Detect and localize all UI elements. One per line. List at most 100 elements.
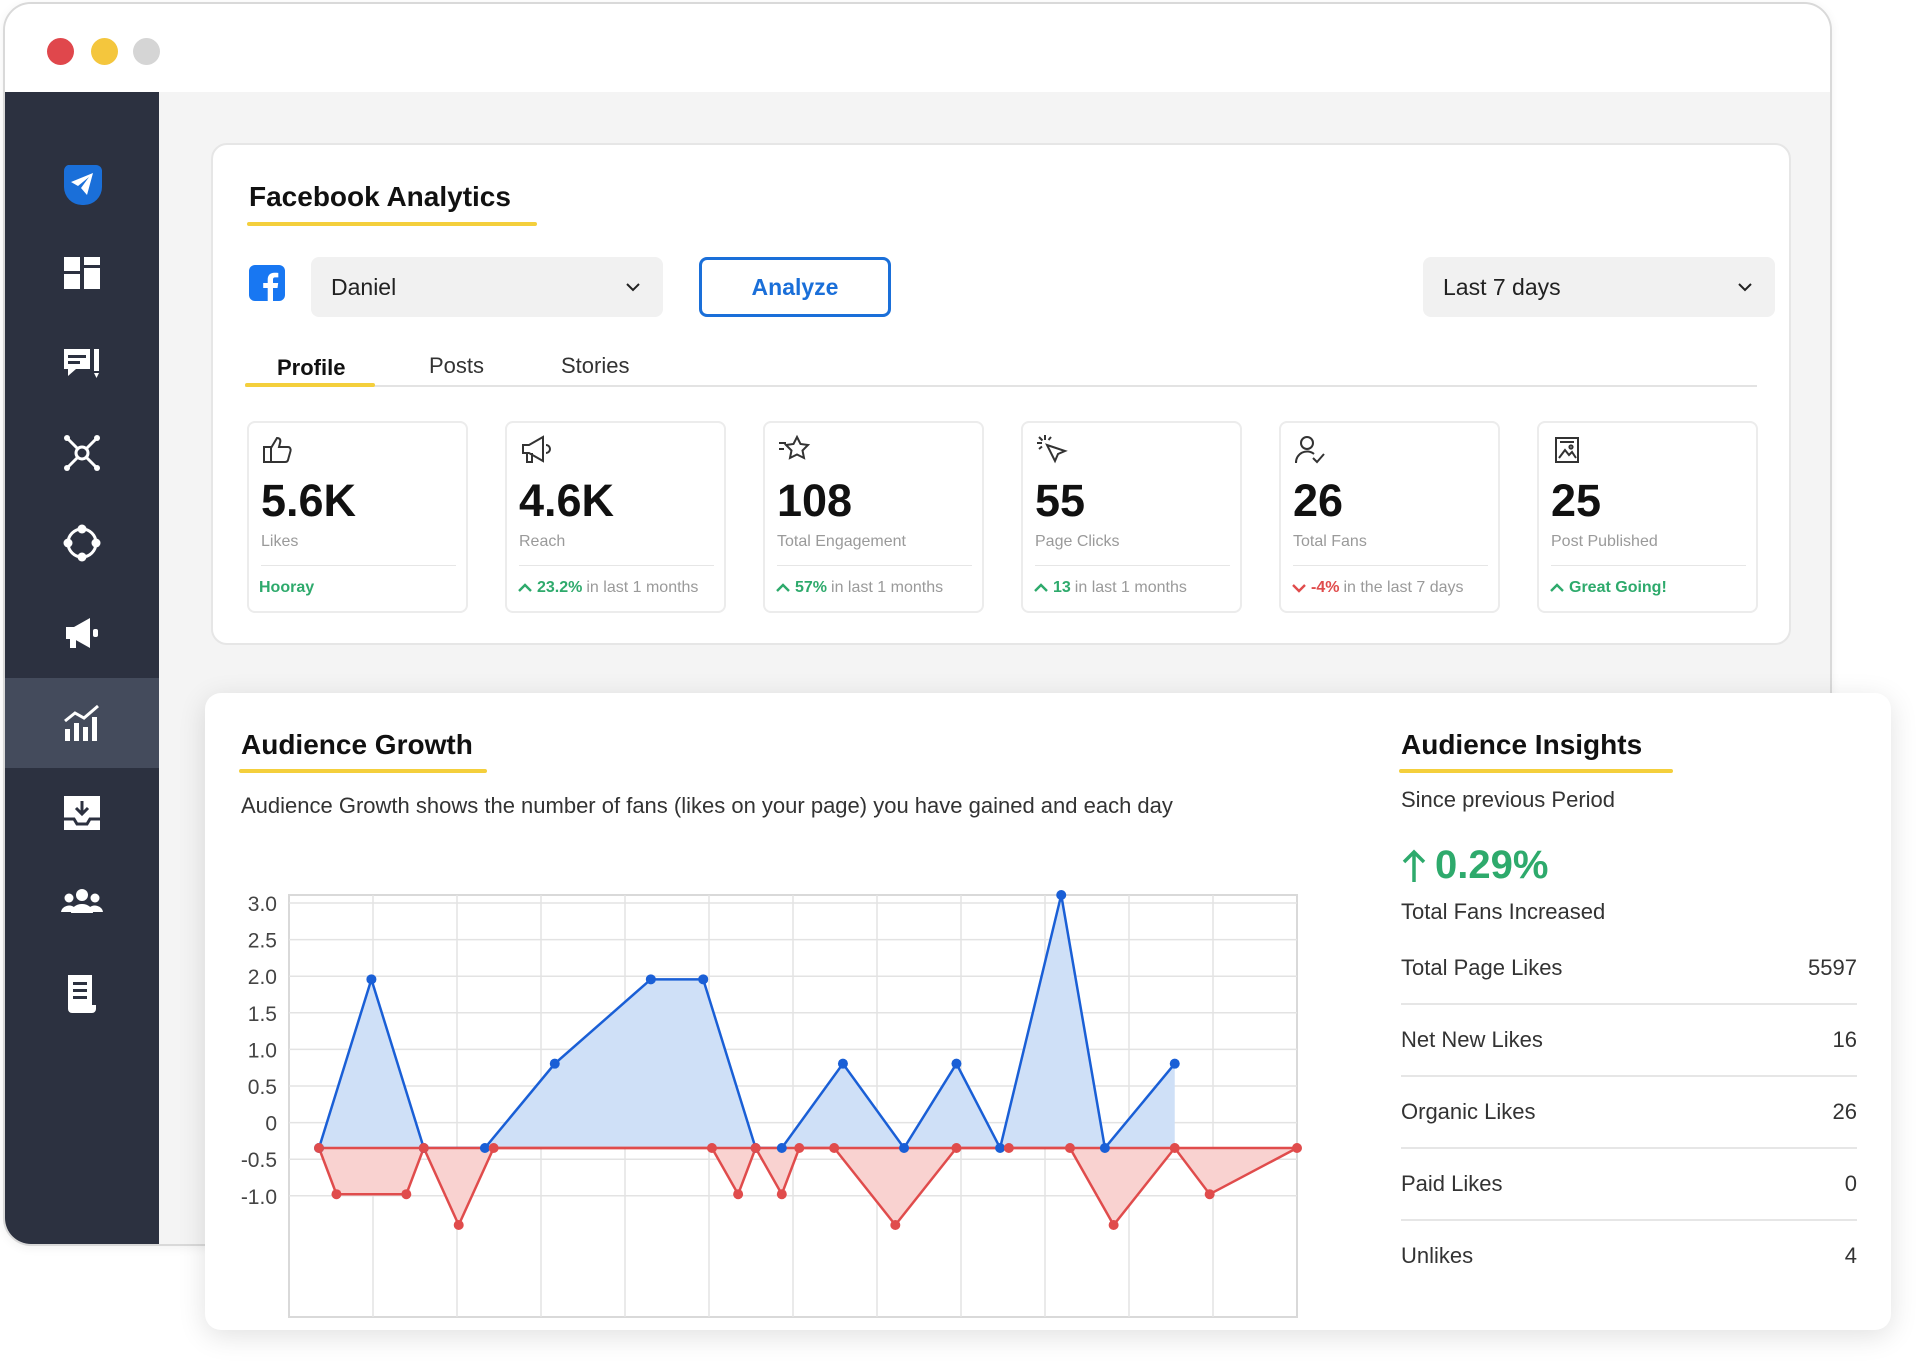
data-point-0 bbox=[549, 1058, 560, 1069]
insight-value: 0 bbox=[1844, 1171, 1857, 1196]
stat-trend-pct: -4% bbox=[1311, 579, 1340, 596]
data-point-1 bbox=[733, 1189, 744, 1200]
data-point-0 bbox=[479, 1143, 490, 1153]
star-icon bbox=[779, 434, 811, 460]
data-point-0 bbox=[366, 974, 377, 985]
audience-card: Audience Growth Audience Growth shows th… bbox=[205, 693, 1891, 1330]
megaphone-icon bbox=[522, 435, 551, 463]
arrow-up-icon bbox=[518, 583, 532, 592]
sidebar-item-reports[interactable] bbox=[5, 948, 159, 1038]
insight-value: 4 bbox=[1844, 1243, 1857, 1268]
data-point-1 bbox=[314, 1143, 324, 1153]
fans-change-value: 0.29% bbox=[1435, 843, 1549, 887]
stat-trend: -4% in the last 7 days bbox=[1291, 579, 1464, 597]
title-bar bbox=[5, 4, 1830, 92]
analyze-button[interactable]: Analyze bbox=[699, 257, 891, 317]
stat-card-page-clicks: 55 Page Clicks 13 in last 1 months bbox=[1021, 421, 1242, 613]
stat-label: Post Published bbox=[1551, 533, 1658, 550]
data-point-0 bbox=[698, 974, 709, 985]
y-tick-label: 3.0 bbox=[248, 893, 277, 916]
insight-value: 16 bbox=[1832, 1027, 1857, 1052]
data-point-1 bbox=[418, 1143, 429, 1153]
data-point-1 bbox=[776, 1189, 787, 1200]
insight-row: Net New Likes 16 bbox=[1401, 1005, 1857, 1077]
cursor-click-icon bbox=[1037, 435, 1068, 464]
sidebar-item-logo[interactable] bbox=[5, 138, 159, 228]
fans-change-label: Total Fans Increased bbox=[1401, 899, 1606, 924]
insight-row: Unlikes 4 bbox=[1401, 1221, 1857, 1293]
data-point-1 bbox=[1292, 1143, 1302, 1153]
arrow-up-icon bbox=[1402, 849, 1426, 882]
report-document-icon bbox=[68, 975, 96, 1013]
audience-insights-title: Audience Insights bbox=[1401, 729, 1643, 760]
stat-card-engagement: 108 Total Engagement 57% in last 1 month… bbox=[763, 421, 984, 613]
data-point-1 bbox=[750, 1143, 761, 1153]
thumbs-up-icon bbox=[263, 436, 292, 463]
audience-growth-title: Audience Growth bbox=[241, 729, 473, 760]
arrow-up-icon bbox=[776, 583, 790, 592]
row-divider bbox=[1401, 1147, 1857, 1149]
active-tab-underline bbox=[245, 383, 375, 387]
stat-trend-pct: 57% bbox=[795, 579, 828, 596]
chevron-down-icon bbox=[626, 283, 640, 292]
sidebar-item-connections[interactable] bbox=[5, 498, 159, 588]
tab-posts[interactable]: Posts bbox=[429, 353, 485, 378]
stat-card-likes: 5.6K Likes Hooray bbox=[247, 421, 468, 613]
paper-plane-logo-icon bbox=[63, 165, 102, 205]
data-point-0 bbox=[1169, 1058, 1180, 1069]
data-point-1 bbox=[331, 1189, 342, 1200]
y-tick-label: 1.0 bbox=[248, 1039, 277, 1062]
circle-nodes-icon bbox=[63, 524, 101, 562]
data-point-1 bbox=[1169, 1143, 1180, 1153]
data-point-1 bbox=[401, 1189, 412, 1200]
series-area-1 bbox=[319, 1148, 1297, 1225]
audience-growth-chart: 3.0 2.5 2.0 1.5 1.0 0.5 0 -0.5 -1.0 bbox=[241, 890, 1302, 1318]
data-point-0 bbox=[1099, 1143, 1110, 1153]
account-select[interactable]: Daniel bbox=[311, 257, 663, 317]
date-range-select[interactable]: Last 7 days bbox=[1423, 257, 1775, 317]
arrow-down-icon bbox=[1292, 584, 1306, 593]
facebook-icon bbox=[249, 265, 285, 301]
account-select-value: Daniel bbox=[331, 273, 397, 300]
minimize-window-button[interactable] bbox=[91, 38, 118, 65]
sidebar-item-team[interactable] bbox=[5, 858, 159, 948]
insight-label: Organic Likes bbox=[1401, 1099, 1536, 1124]
data-point-1 bbox=[951, 1143, 962, 1153]
y-tick-label: 2.5 bbox=[248, 930, 277, 953]
tab-profile[interactable]: Profile bbox=[277, 355, 346, 380]
data-point-1 bbox=[488, 1143, 499, 1153]
stat-label: Likes bbox=[261, 533, 299, 550]
page-title: Facebook Analytics bbox=[249, 181, 511, 212]
stat-value: 4.6K bbox=[519, 475, 615, 526]
sidebar-item-analytics[interactable] bbox=[5, 678, 159, 768]
data-point-0 bbox=[899, 1143, 910, 1153]
stat-divider bbox=[519, 565, 714, 566]
stat-card-total-fans: 26 Total Fans -4% in the last 7 days bbox=[1279, 421, 1500, 613]
stat-value: 5.6K bbox=[261, 475, 357, 526]
y-tick-label: 0.5 bbox=[248, 1076, 277, 1099]
row-divider bbox=[1401, 1003, 1857, 1005]
stat-card-reach: 4.6K Reach 23.2% in last 1 months bbox=[505, 421, 726, 613]
maximize-window-button[interactable] bbox=[133, 38, 160, 65]
sidebar-item-campaigns[interactable] bbox=[5, 588, 159, 678]
insight-label: Total Page Likes bbox=[1401, 955, 1563, 980]
sidebar-item-network[interactable] bbox=[5, 408, 159, 498]
tab-stories[interactable]: Stories bbox=[561, 353, 630, 378]
stat-trend: 23.2% in last 1 months bbox=[517, 579, 698, 597]
stat-label: Total Engagement bbox=[777, 533, 906, 550]
row-divider bbox=[1401, 1219, 1857, 1221]
stat-divider bbox=[261, 565, 456, 566]
data-point-1 bbox=[890, 1220, 901, 1230]
stat-trend: 13 in last 1 months bbox=[1033, 579, 1187, 597]
network-nodes-icon bbox=[64, 435, 100, 471]
insight-row: Paid Likes 0 bbox=[1401, 1149, 1857, 1221]
sidebar-item-compose[interactable] bbox=[5, 318, 159, 408]
close-window-button[interactable] bbox=[47, 38, 74, 65]
stat-trend-text: in last 1 months bbox=[831, 579, 944, 596]
tab-divider bbox=[245, 385, 1757, 387]
data-point-1 bbox=[1064, 1143, 1075, 1153]
sidebar-item-inbox[interactable] bbox=[5, 768, 159, 858]
data-point-0 bbox=[837, 1058, 848, 1069]
sidebar-item-dashboard[interactable] bbox=[5, 228, 159, 318]
data-point-0 bbox=[1056, 890, 1067, 900]
